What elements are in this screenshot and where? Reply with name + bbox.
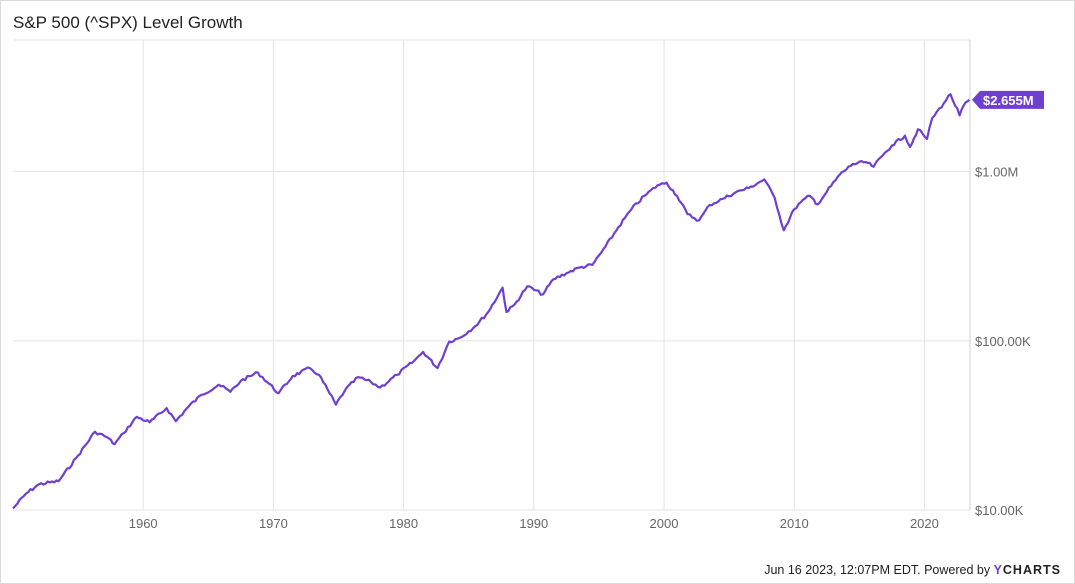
x-tick-label: 2020	[910, 516, 939, 531]
ycharts-logo-y: Y	[993, 563, 1003, 577]
chart-title: S&P 500 (^SPX) Level Growth	[13, 13, 243, 32]
x-tick-label: 2000	[650, 516, 679, 531]
x-axis-ticks: 1960 1970 1980 1990 2000 2010 2020	[129, 516, 939, 531]
y-tick-label: $1.00M	[975, 165, 1018, 180]
last-value-label: $2.655M	[983, 93, 1034, 108]
footer-timestamp: Jun 16 2023, 12:07PM EDT.	[764, 563, 921, 577]
x-tick-label: 1990	[519, 516, 548, 531]
footer-powered-by: Powered by	[924, 563, 991, 577]
series-line	[12, 93, 971, 510]
ycharts-logo[interactable]: YCHARTS	[994, 563, 1061, 577]
grid-lines	[13, 39, 971, 511]
y-tick-label: $100.00K	[975, 334, 1031, 349]
last-value-badge-shape	[972, 90, 1044, 109]
last-value-badge: $2.655M	[972, 90, 1044, 109]
x-tick-label: 1980	[389, 516, 418, 531]
y-tick-label: $10.00K	[975, 503, 1024, 518]
x-tick-label: 1960	[129, 516, 158, 531]
footer: Jun 16 2023, 12:07PM EDT. Powered by YCH…	[764, 563, 1061, 577]
x-tick-label: 2010	[780, 516, 809, 531]
ycharts-logo-rest: CHARTS	[1002, 563, 1061, 577]
x-tick-label: 1970	[259, 516, 288, 531]
y-axis-ticks: $10.00K $100.00K $1.00M	[975, 165, 1031, 518]
